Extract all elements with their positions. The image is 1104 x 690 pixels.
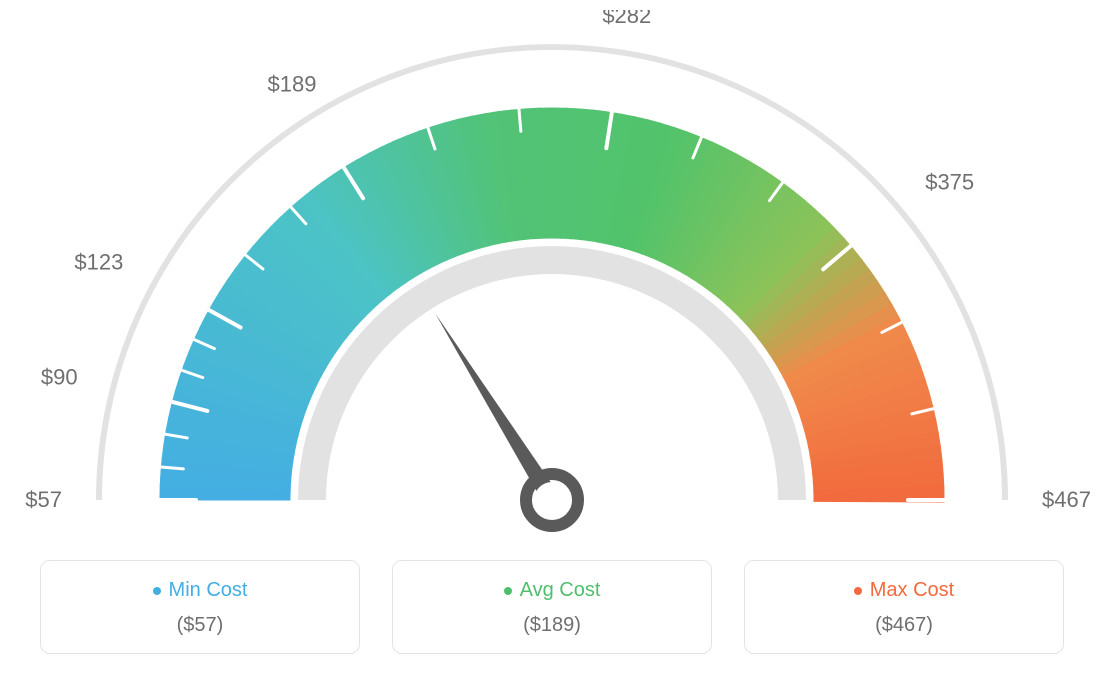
gauge-svg: $57 $90 $123 $189 $282 $375 $467 xyxy=(0,10,1104,570)
svg-text:$375: $375 xyxy=(925,169,974,194)
legend-avg-label: Avg Cost xyxy=(520,579,601,602)
legend-min-dot xyxy=(153,587,161,595)
legend-max-dot xyxy=(854,587,862,595)
legend-avg-dot xyxy=(504,587,512,595)
legend-card-min: Min Cost ($57) xyxy=(40,560,360,654)
legend-row: Min Cost ($57) Avg Cost ($189) Max Cost … xyxy=(0,560,1104,654)
legend-max-value: ($467) xyxy=(755,614,1053,637)
legend-avg-title: Avg Cost xyxy=(504,579,601,602)
legend-max-label: Max Cost xyxy=(870,579,954,602)
legend-max-title: Max Cost xyxy=(854,579,954,602)
legend-card-max: Max Cost ($467) xyxy=(744,560,1064,654)
svg-text:$123: $123 xyxy=(74,250,123,275)
svg-text:$189: $189 xyxy=(268,72,317,97)
legend-min-title: Min Cost xyxy=(153,579,248,602)
legend-card-avg: Avg Cost ($189) xyxy=(392,560,712,654)
svg-text:$57: $57 xyxy=(25,487,62,512)
legend-min-label: Min Cost xyxy=(169,579,248,602)
gauge-chart: $57 $90 $123 $189 $282 $375 $467 xyxy=(0,0,1104,560)
legend-min-value: ($57) xyxy=(51,614,349,637)
svg-text:$282: $282 xyxy=(602,10,651,28)
svg-text:$467: $467 xyxy=(1042,487,1091,512)
svg-text:$90: $90 xyxy=(41,364,78,389)
legend-avg-value: ($189) xyxy=(403,614,701,637)
